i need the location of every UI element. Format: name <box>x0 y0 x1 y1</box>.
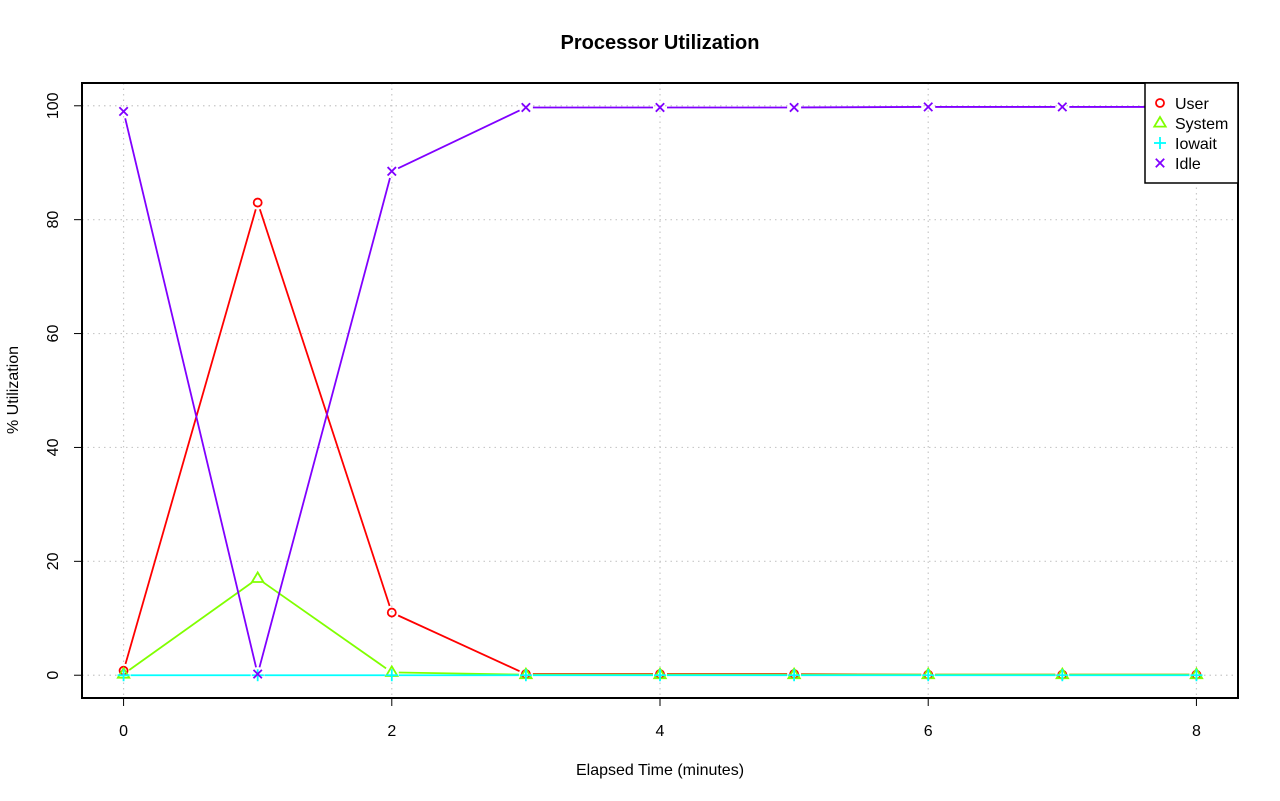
series-idle-point <box>521 102 531 113</box>
y-tick-label: 100 <box>45 92 62 119</box>
legend-marker-idle <box>1155 158 1165 168</box>
series-user-segment <box>124 209 257 665</box>
legend-item-idle: Idle <box>1155 156 1201 173</box>
series-idle-point <box>923 102 934 112</box>
series-iowait <box>117 669 1203 682</box>
series-idle-segment <box>258 177 391 668</box>
legend-label-iowait: Iowait <box>1175 136 1217 153</box>
x-tick-label: 6 <box>924 723 933 740</box>
x-tick-label: 8 <box>1192 723 1201 740</box>
series-layer <box>116 102 1204 682</box>
legend-item-system: System <box>1152 115 1228 133</box>
legend: User System Iowait Idle <box>1144 82 1239 184</box>
series-system-point <box>250 570 265 583</box>
x-tick-label: 4 <box>656 723 665 740</box>
series-iowait-point <box>1056 669 1069 682</box>
series-idle-point <box>252 669 263 679</box>
series-iowait-point <box>922 669 935 682</box>
legend-label-system: System <box>1175 116 1228 133</box>
y-tick-label: 40 <box>45 438 62 456</box>
series-idle-point <box>386 166 397 177</box>
y-tick-label: 60 <box>45 325 62 343</box>
series-user-point <box>252 197 263 208</box>
x-axis: 0 2 4 6 8 <box>119 698 1201 740</box>
legend-marker-user <box>1155 98 1165 108</box>
series-iowait-point <box>385 669 398 682</box>
series-iowait-point <box>519 669 532 682</box>
legend-label-idle: Idle <box>1175 156 1201 173</box>
series-iowait-point <box>117 669 130 682</box>
series-idle <box>118 102 1202 679</box>
series-idle-segment <box>801 106 922 109</box>
grid <box>82 83 1238 698</box>
y-axis-label: % Utilization <box>5 346 22 434</box>
legend-item-user: User <box>1155 96 1209 113</box>
series-idle-segment <box>397 109 520 170</box>
chart-title: Processor Utilization <box>561 32 760 54</box>
y-axis: 0 20 40 60 80 100 <box>45 92 82 680</box>
series-idle-point <box>118 106 129 117</box>
series-user-point <box>386 607 397 618</box>
series-iowait-point <box>788 669 801 682</box>
y-tick-label: 0 <box>45 671 62 680</box>
series-user-segment <box>397 614 520 672</box>
series-idle-point <box>655 102 665 113</box>
legend-marker-system <box>1152 115 1168 128</box>
series-idle-point <box>1057 102 1068 112</box>
x-axis-label: Elapsed Time (minutes) <box>576 762 744 779</box>
legend-label-user: User <box>1175 96 1209 113</box>
series-iowait-point <box>654 669 666 682</box>
x-tick-label: 2 <box>387 723 396 740</box>
series-system-segment <box>128 581 253 671</box>
y-tick-label: 20 <box>45 552 62 570</box>
legend-marker-iowait <box>1154 137 1166 149</box>
series-idle-segment <box>124 118 257 668</box>
series-system-segment <box>398 671 519 676</box>
series-idle-point <box>789 102 799 113</box>
plot-frame <box>81 82 1239 699</box>
x-tick-label: 0 <box>119 723 128 740</box>
y-tick-label: 80 <box>45 211 62 229</box>
series-system-segment <box>262 581 387 670</box>
series-user-segment <box>259 208 391 607</box>
legend-item-iowait: Iowait <box>1154 136 1217 153</box>
series-iowait-point <box>1190 669 1203 682</box>
